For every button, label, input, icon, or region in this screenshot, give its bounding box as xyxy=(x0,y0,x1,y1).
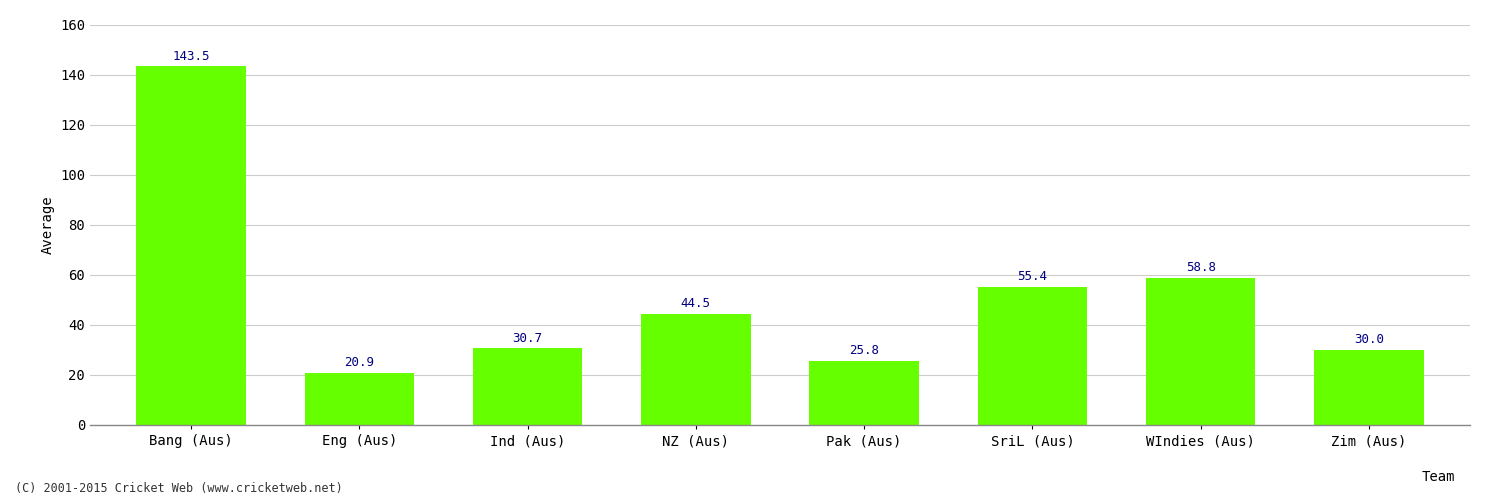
Bar xyxy=(304,372,414,425)
Bar xyxy=(1314,350,1424,425)
Bar xyxy=(810,360,919,425)
Bar xyxy=(136,66,246,425)
Text: 25.8: 25.8 xyxy=(849,344,879,357)
Text: 30.0: 30.0 xyxy=(1354,333,1384,346)
Text: 143.5: 143.5 xyxy=(172,50,210,62)
Text: 30.7: 30.7 xyxy=(513,332,543,344)
Text: Team: Team xyxy=(1422,470,1455,484)
Bar xyxy=(978,286,1088,425)
Text: 58.8: 58.8 xyxy=(1185,261,1215,274)
Y-axis label: Average: Average xyxy=(40,196,54,254)
Text: (C) 2001-2015 Cricket Web (www.cricketweb.net): (C) 2001-2015 Cricket Web (www.cricketwe… xyxy=(15,482,342,495)
Bar xyxy=(640,314,750,425)
Text: 55.4: 55.4 xyxy=(1017,270,1047,283)
Bar xyxy=(1146,278,1256,425)
Text: 44.5: 44.5 xyxy=(681,297,711,310)
Bar xyxy=(472,348,582,425)
Text: 20.9: 20.9 xyxy=(345,356,375,369)
